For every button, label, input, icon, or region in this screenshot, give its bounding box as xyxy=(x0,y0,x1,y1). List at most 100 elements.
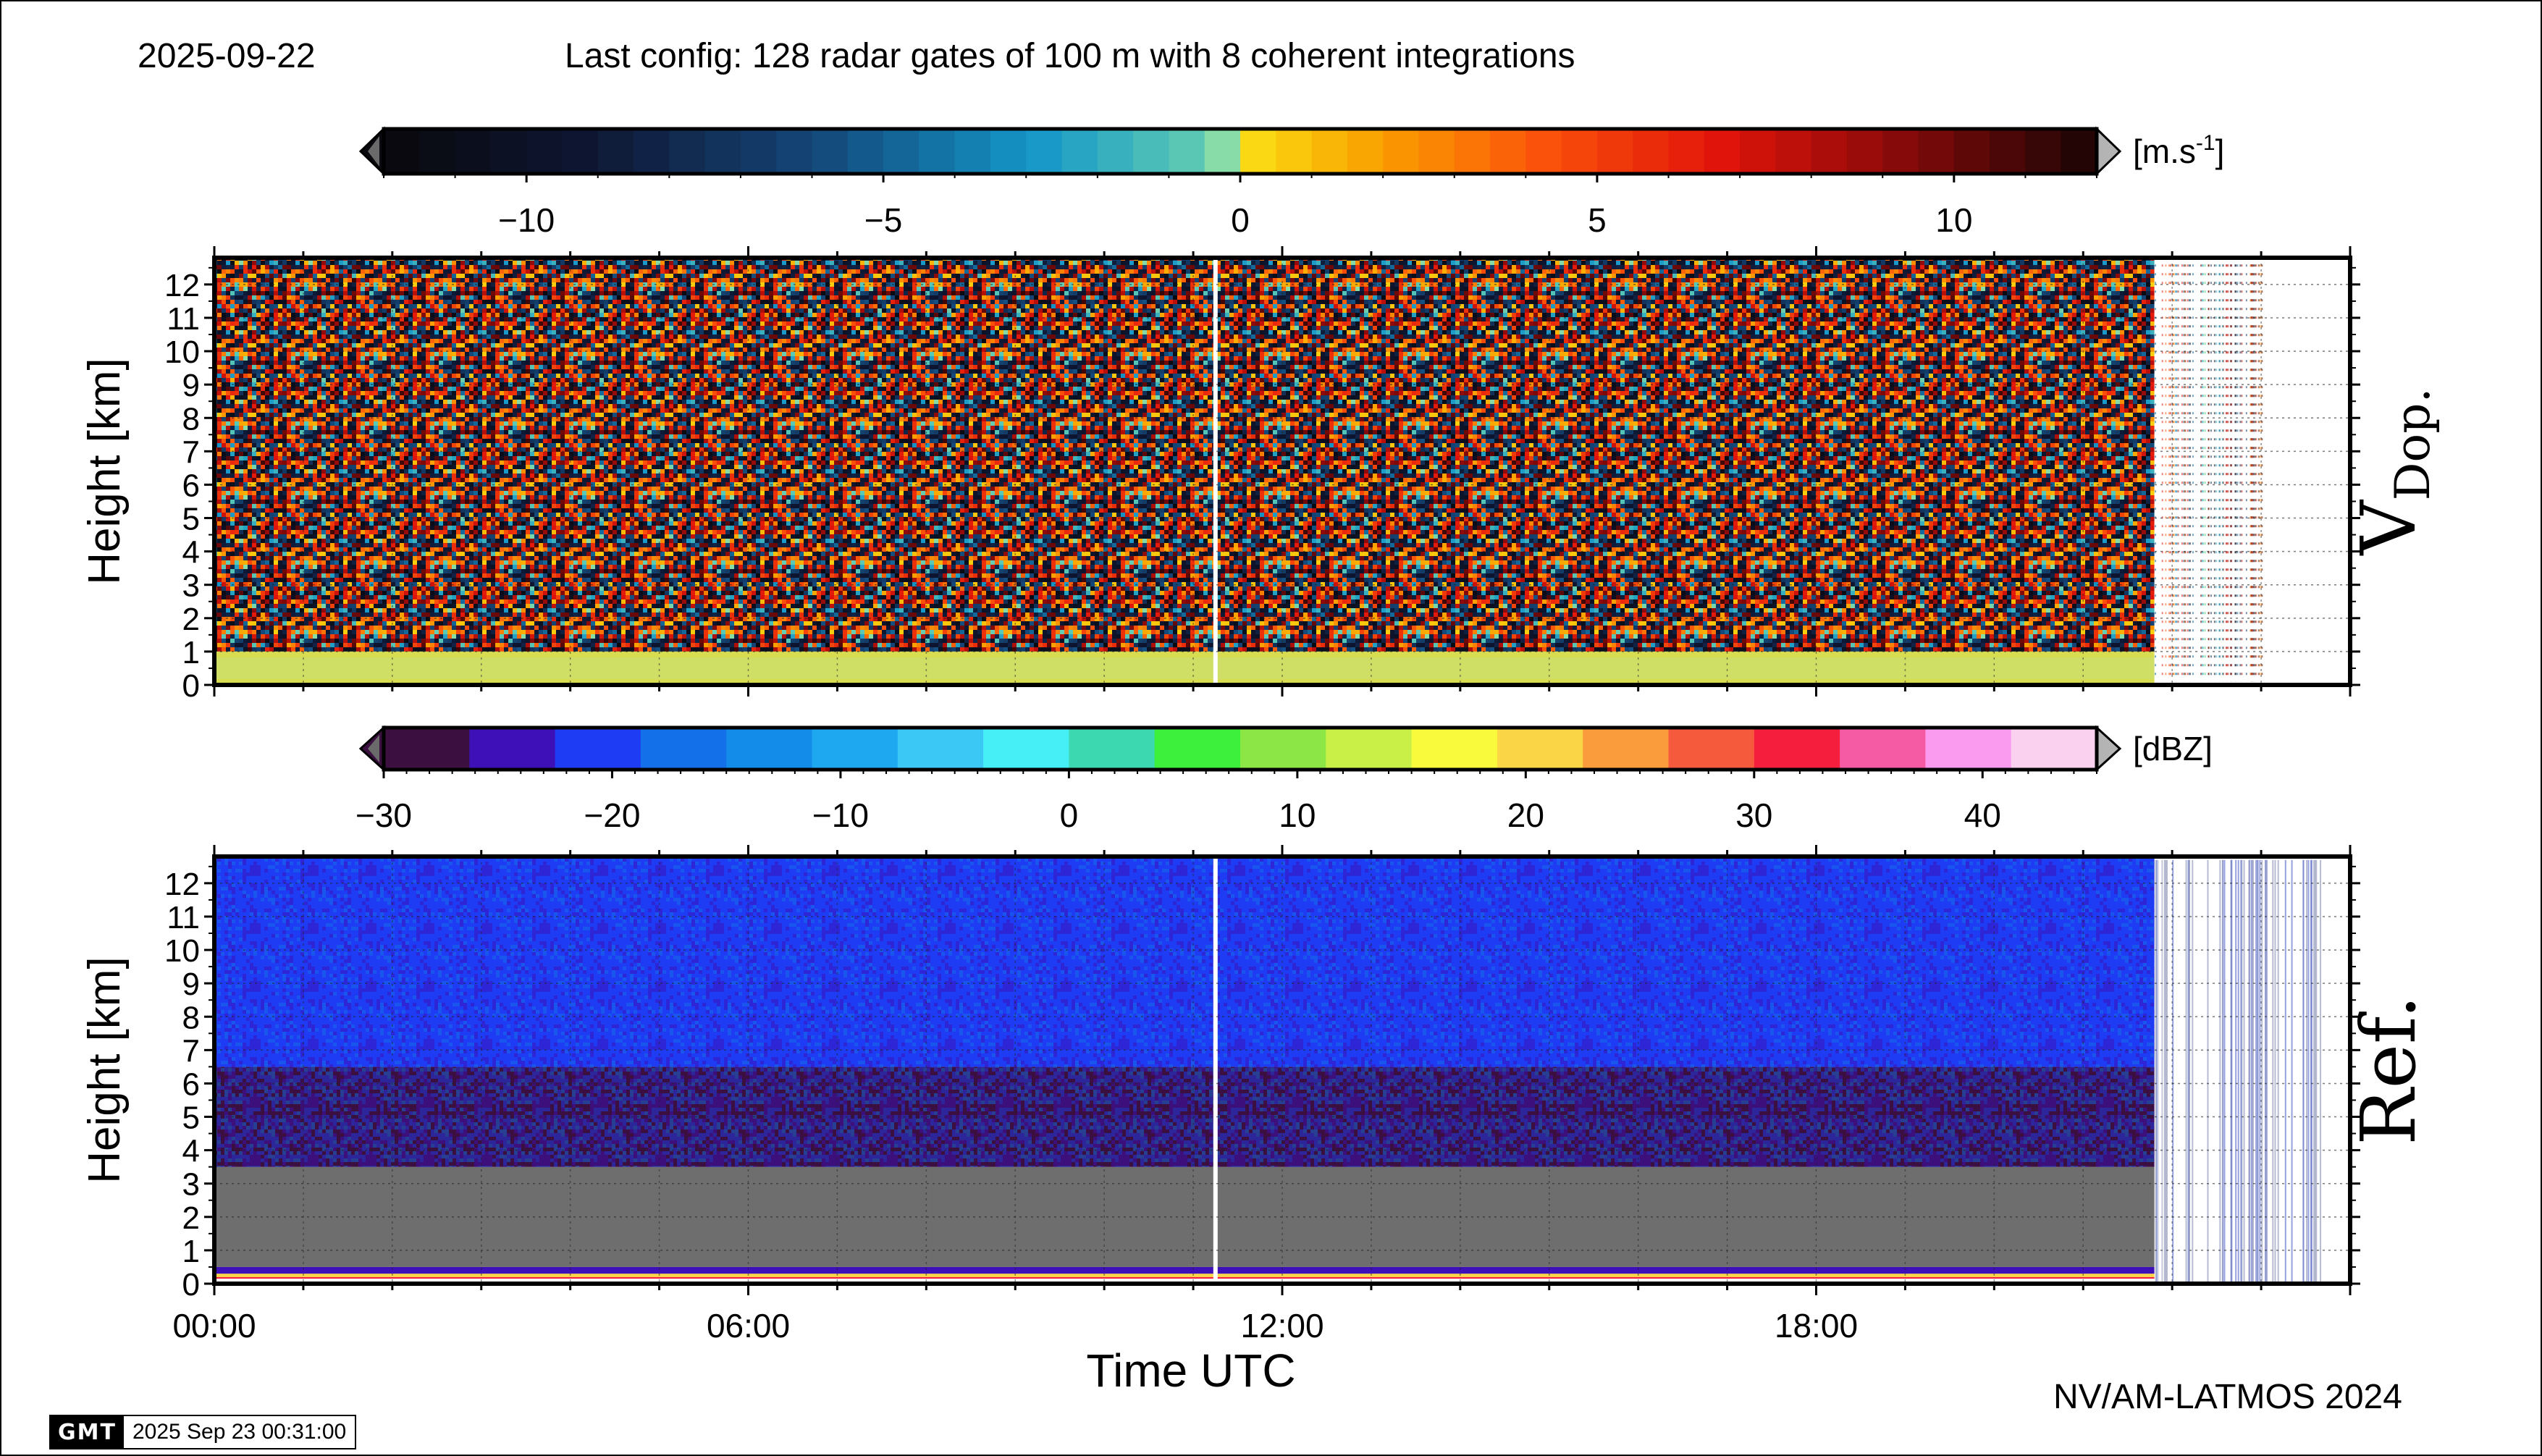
colorbar-swatch xyxy=(1497,728,1583,770)
y-tick-label: 5 xyxy=(182,1101,200,1136)
colorbar-swatch xyxy=(1311,129,1348,174)
date-label: 2025-09-22 xyxy=(138,37,316,75)
colorbar-swatch xyxy=(1411,728,1498,770)
gmt-timestamp: 2025 Sep 23 00:31:00 xyxy=(132,1420,347,1444)
colorbar-swatch xyxy=(1583,728,1670,770)
colorbar-swatch xyxy=(1383,129,1420,174)
colorbar-swatch xyxy=(419,129,456,174)
y-tick-label: 10 xyxy=(164,933,200,969)
colorbar-swatch xyxy=(704,129,741,174)
colorbar-swatch xyxy=(455,129,492,174)
colorbar-tick-label: −10 xyxy=(498,201,555,239)
config-label: Last config: 128 radar gates of 100 m wi… xyxy=(565,37,1575,75)
colorbar-swatch xyxy=(1026,129,1063,174)
y-tick-label: 6 xyxy=(182,1066,200,1102)
y-tick-label: 1 xyxy=(182,1234,200,1269)
x-tick-label: 12:00 xyxy=(1240,1307,1323,1345)
y-tick-label: 0 xyxy=(182,668,200,704)
colorbar-swatch xyxy=(1240,129,1276,174)
x-tick-label: 00:00 xyxy=(172,1307,256,1345)
colorbar-swatch xyxy=(384,129,420,174)
y-tick-label: 12 xyxy=(164,268,200,303)
y-tick-label: 6 xyxy=(182,468,200,503)
colorbar-swatch xyxy=(1490,129,1526,174)
colorbar-tick-label: −20 xyxy=(584,796,640,834)
colorbar-tick-label: 0 xyxy=(1060,796,1079,834)
colorbar-swatch xyxy=(1668,728,1755,770)
panel-label: Ref. xyxy=(2344,995,2433,1145)
colorbar-swatch xyxy=(1561,129,1598,174)
x-tick-label: 06:00 xyxy=(707,1307,790,1345)
colorbar-swatch xyxy=(1418,129,1455,174)
colorbar-tick-label: 0 xyxy=(1231,201,1250,239)
y-axis-label: Height [km] xyxy=(80,358,130,585)
colorbar-swatch xyxy=(1596,129,1633,174)
colorbar-swatch xyxy=(469,728,556,770)
reflectivity-layer xyxy=(214,1276,2155,1279)
doppler-low-band-inner xyxy=(214,657,2155,679)
colorbar-swatch xyxy=(1061,129,1098,174)
colorbar-swatch xyxy=(384,728,470,770)
colorbar-swatch xyxy=(562,129,599,174)
colorbar-tick-label: 5 xyxy=(1588,201,1607,239)
colorbar-swatch xyxy=(1169,129,1205,174)
colorbar-swatch xyxy=(1326,728,1413,770)
colorbar-high-arrow xyxy=(2095,725,2122,773)
colorbar-high-arrow xyxy=(2095,126,2122,177)
colorbar-swatch xyxy=(1953,129,1990,174)
colorbar-swatch xyxy=(597,129,634,174)
y-tick-label: 3 xyxy=(182,568,200,604)
reflectivity-speckle xyxy=(214,857,2155,1167)
colorbar-swatch xyxy=(1240,728,1326,770)
colorbar-swatch xyxy=(2061,129,2097,174)
y-tick-label: 2 xyxy=(182,602,200,637)
y-tick-label: 8 xyxy=(182,401,200,437)
y-tick-label: 10 xyxy=(164,334,200,370)
colorbar-swatch xyxy=(1633,129,1670,174)
colorbar-swatch xyxy=(1754,728,1840,770)
colorbar-swatch xyxy=(1840,728,1926,770)
colorbar-swatch xyxy=(1918,129,1955,174)
colorbar-swatch xyxy=(669,129,706,174)
colorbar-swatch xyxy=(1846,129,1883,174)
colorbar-swatch xyxy=(1525,129,1562,174)
colorbar-low-arrow-fill xyxy=(368,735,379,762)
colorbar-swatch xyxy=(1347,129,1384,174)
colorbar-swatch xyxy=(1069,728,1156,770)
panel-label: VDop. xyxy=(2344,388,2441,557)
colorbar-unit-label: [dBZ] xyxy=(2133,730,2213,767)
colorbar-tick-label: −5 xyxy=(864,201,902,239)
colorbar-swatch xyxy=(1154,728,1241,770)
y-tick-label: 7 xyxy=(182,1033,200,1069)
colorbar-swatch xyxy=(1925,728,2012,770)
colorbar-swatch xyxy=(954,129,991,174)
colorbar-swatch xyxy=(490,129,527,174)
colorbar-swatch xyxy=(983,728,1069,770)
gmt-timestamp-badge: GMT 2025 Sep 23 00:31:00 xyxy=(49,1415,357,1449)
colorbar-swatch xyxy=(1204,129,1241,174)
colorbar-swatch xyxy=(919,129,956,174)
colorbar-swatch xyxy=(1668,129,1705,174)
y-tick-label: 5 xyxy=(182,502,200,537)
colorbar-swatch xyxy=(526,129,563,174)
reflectivity-layer xyxy=(214,1266,2155,1274)
x-axis-label: Time UTC xyxy=(1086,1345,1295,1397)
colorbar-swatch xyxy=(726,728,813,770)
colorbar-swatch xyxy=(883,129,919,174)
colorbar-unit-label: [m.s-1] xyxy=(2133,131,2224,170)
reflectivity-colorbar: −30 −20 −10 0 10 20 30 40 [dBZ] xyxy=(355,725,2213,834)
colorbar-low-arrow-fill xyxy=(368,136,379,167)
colorbar-swatch xyxy=(812,129,849,174)
y-tick-label: 4 xyxy=(182,535,200,571)
y-tick-label: 9 xyxy=(182,368,200,403)
colorbar-swatch xyxy=(640,728,727,770)
colorbar-tick-label: 10 xyxy=(1935,201,1972,239)
y-tick-label: 8 xyxy=(182,1000,200,1035)
y-tick-label: 11 xyxy=(167,301,200,337)
colorbar-swatch xyxy=(1133,129,1170,174)
colorbar-swatch xyxy=(990,129,1027,174)
colorbar-swatch xyxy=(1276,129,1313,174)
colorbar-swatch xyxy=(555,728,641,770)
colorbar-tick-label: 40 xyxy=(1964,796,2001,834)
